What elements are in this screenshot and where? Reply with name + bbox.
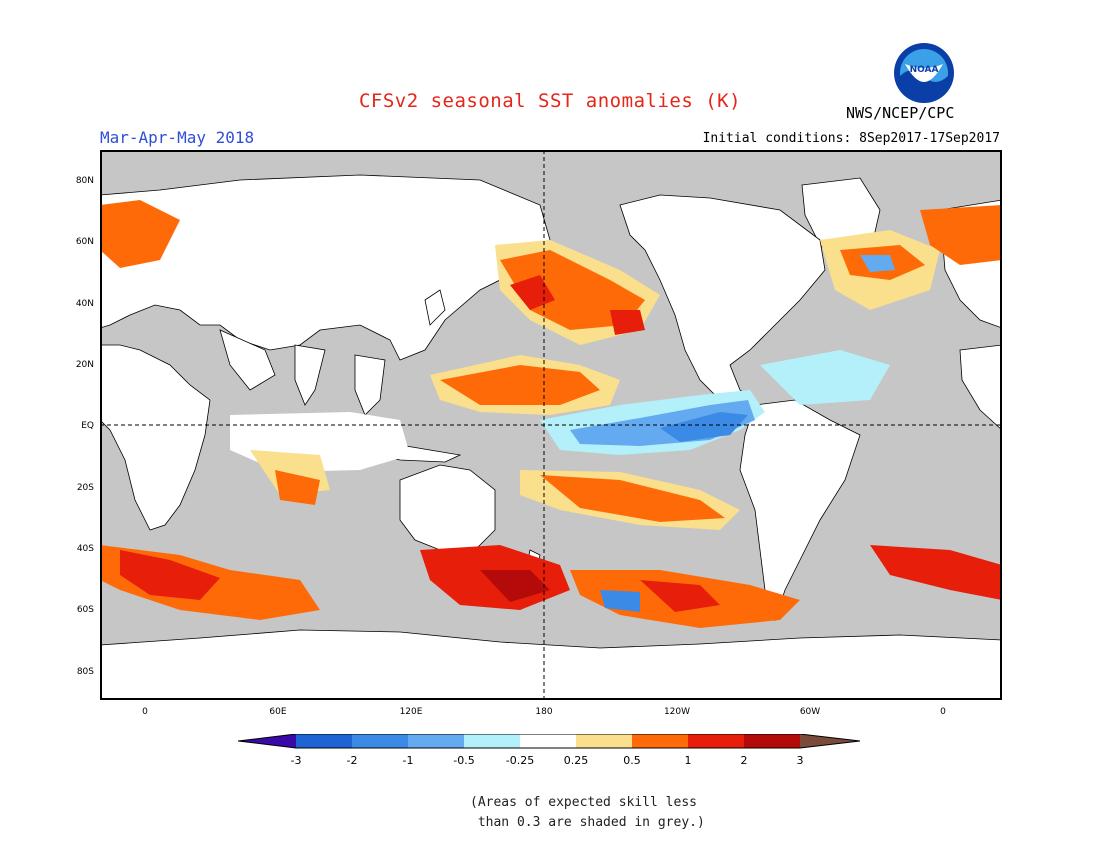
- lat-label-60s: 60S: [77, 605, 94, 615]
- lon-label-0: 0: [142, 707, 148, 717]
- skill-note-line-2: than 0.3 are shaded in grey.): [470, 815, 705, 830]
- colorbar-label: 0.5: [623, 754, 641, 767]
- colorbar-label: 0.25: [564, 754, 589, 767]
- colorbar-swatch: [688, 734, 744, 748]
- africa: [100, 344, 211, 531]
- japan: [424, 289, 446, 326]
- colorbar-label: -0.5: [453, 754, 474, 767]
- lon-label-60w: 60W: [800, 707, 820, 717]
- colorbar: -3 -2 -1 -0.5 -0.25 0.25 0.5 1 2 3: [238, 734, 861, 767]
- colorbar-left-arrow: [238, 734, 296, 748]
- colorbar-swatch: [464, 734, 520, 748]
- chart-title: CFSv2 seasonal SST anomalies (K): [358, 90, 742, 112]
- skill-note: (Areas of expected skill less than 0.3 a…: [470, 793, 705, 833]
- antarctica: [100, 629, 1002, 700]
- skill-note-line-1: (Areas of expected skill less: [470, 795, 697, 810]
- lon-label-120w: 120W: [664, 707, 690, 717]
- colorbar-label: 3: [797, 754, 804, 767]
- nordic-warm: [920, 205, 1002, 265]
- barents-warm: [100, 200, 180, 268]
- agency-label: NWS/NCEP/CPC: [846, 104, 955, 122]
- lat-label-40n: 40N: [76, 299, 94, 309]
- arabia: [219, 329, 276, 391]
- southern-ocean-warm-2-strong: [480, 570, 550, 602]
- colorbar-swatch: [408, 734, 464, 748]
- colorbar-label: -3: [291, 754, 302, 767]
- forecast-period: Mar-Apr-May 2018: [100, 128, 255, 147]
- lon-label-0-east: 0: [940, 707, 946, 717]
- lat-label-40s: 40S: [77, 544, 94, 554]
- noaa-logo: NOAA: [894, 43, 954, 103]
- pacific-cold-strong: [660, 412, 748, 442]
- trop-atlantic-cold: [760, 350, 890, 405]
- lat-label-eq: EQ: [81, 421, 94, 431]
- lat-label-80n: 80N: [76, 176, 94, 186]
- colorbar-swatch: [632, 734, 688, 748]
- colorbar-label: 2: [741, 754, 748, 767]
- lat-label-60n: 60N: [76, 237, 94, 247]
- lat-label-20n: 20N: [76, 360, 94, 370]
- colorbar-label: 1: [685, 754, 692, 767]
- lon-label-180: 180: [535, 707, 552, 717]
- colorbar-right-arrow: [800, 734, 860, 748]
- north-america: [619, 194, 826, 411]
- southern-ocean-warm-4: [870, 545, 1002, 600]
- lat-label-80s: 80S: [77, 667, 94, 677]
- lat-label-20s: 20S: [77, 483, 94, 493]
- colorbar-label: -1: [403, 754, 414, 767]
- south-america: [739, 399, 861, 622]
- indian-ocean-warm: [275, 470, 320, 505]
- initial-conditions: Initial conditions: 8Sep2017-17Sep2017: [702, 131, 1000, 146]
- southern-ocean-cold-patch: [600, 590, 640, 612]
- n-pacific-warm: [500, 250, 645, 330]
- southern-ocean-warm-1-strong: [120, 550, 220, 600]
- colorbar-swatch: [520, 734, 576, 748]
- sst-anomaly-map: [100, 150, 1002, 700]
- lon-axis: 0 60E 120E 180 120W 60W 0: [142, 707, 946, 717]
- n-atlantic-cold-patch: [860, 255, 895, 272]
- lon-label-120e: 120E: [400, 707, 423, 717]
- lon-label-60e: 60E: [269, 707, 286, 717]
- w-pacific-warm: [440, 365, 600, 405]
- anomaly-patches: [100, 200, 1002, 628]
- africa-west: [959, 344, 1002, 431]
- map-frame: [100, 150, 1002, 700]
- indochina: [354, 354, 386, 416]
- colorbar-label: -0.25: [506, 754, 534, 767]
- colorbar-label: -2: [347, 754, 358, 767]
- lat-axis: 80N 60N 40N 20N EQ 20S 40S 60S 80S: [76, 176, 94, 677]
- s-pacific-warm: [540, 475, 725, 522]
- southern-ocean-warm-3-strong: [640, 580, 720, 612]
- colorbar-swatch: [744, 734, 800, 748]
- colorbar-swatch: [296, 734, 352, 748]
- colorbar-swatch: [576, 734, 632, 748]
- australia: [399, 464, 496, 551]
- land-masses: [100, 174, 1002, 700]
- ne-pacific-warm-strong: [610, 310, 645, 335]
- india: [294, 344, 326, 406]
- colorbar-swatch: [352, 734, 408, 748]
- svg-text:NOAA: NOAA: [910, 65, 939, 75]
